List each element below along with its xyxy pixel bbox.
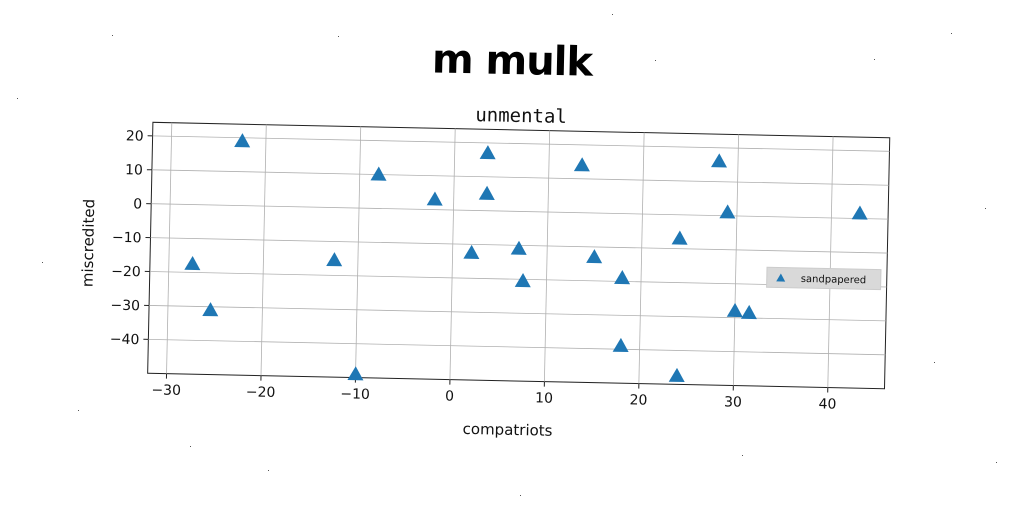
noise-dot	[951, 33, 952, 34]
x-tick-label: 30	[724, 394, 742, 410]
data-point-triangle	[586, 249, 603, 264]
noise-dot	[42, 262, 43, 263]
data-point-triangle	[740, 304, 757, 320]
noise-dot	[112, 35, 113, 36]
data-point-triangle	[463, 244, 480, 259]
legend: sandpapered	[766, 266, 882, 291]
axis-ticks: −30 −20 −10 0 10 20 30 40 20 10 0 −10 −20 −30 −40	[110, 128, 837, 412]
data-point-triangle	[514, 273, 531, 288]
x-gridline	[827, 136, 834, 388]
y-gridline	[149, 305, 886, 322]
y-tick-label: 10	[125, 162, 143, 178]
legend-box	[766, 266, 882, 291]
grid	[148, 122, 890, 388]
x-gridline	[732, 134, 739, 386]
data-point-triangle	[347, 366, 364, 381]
y-tick-label: −20	[111, 264, 141, 281]
y-gridline	[149, 271, 887, 288]
data-point-triangle	[851, 205, 868, 220]
y-axis-label: miscredited	[78, 199, 98, 288]
y-gridline	[151, 169, 889, 186]
y-tick-label: −10	[112, 230, 142, 247]
x-tick-label: −30	[151, 382, 181, 399]
x-gridline	[449, 128, 456, 380]
legend-marker-icon	[776, 273, 786, 282]
noise-dot	[742, 455, 743, 456]
x-gridline	[638, 132, 645, 384]
plot-area	[147, 121, 891, 390]
data-point-triangle	[426, 191, 443, 206]
noise-dot	[520, 495, 521, 496]
data-point-triangle	[668, 367, 685, 383]
data-point-triangle	[184, 255, 201, 271]
x-tick-label: 10	[535, 390, 553, 406]
noise-dot	[268, 470, 269, 471]
data-point-triangle	[510, 240, 527, 255]
data-point-triangle	[612, 337, 629, 353]
x-gridline	[355, 126, 362, 378]
data-point-triangle	[478, 185, 495, 200]
y-gridline	[148, 338, 886, 356]
noise-dot	[612, 14, 613, 15]
noise-dot	[338, 36, 339, 37]
y-gridline	[152, 135, 890, 152]
data-point-triangle	[726, 302, 743, 318]
x-tick-label: 0	[445, 389, 454, 405]
noise-dot	[996, 462, 997, 463]
y-tick-label: −30	[110, 298, 140, 315]
noise-dot	[655, 60, 656, 61]
noise-dot	[934, 362, 935, 363]
data-point-triangle	[711, 153, 728, 168]
x-gridline	[166, 122, 173, 374]
noise-dot	[17, 98, 18, 99]
legend-label: sandpapered	[801, 274, 867, 286]
data-point-triangle	[614, 270, 631, 285]
data-point-triangle	[202, 302, 219, 317]
noise-dot	[985, 208, 986, 209]
x-gridline	[544, 130, 551, 382]
chart-title: unmental	[475, 104, 567, 128]
data-point-triangle	[234, 133, 251, 148]
x-tick-label: −20	[246, 384, 276, 401]
noise-dot	[190, 446, 191, 447]
x-tick-label: 20	[629, 392, 647, 408]
data-point-triangle	[326, 252, 343, 267]
x-axis-label: compatriots	[462, 420, 552, 440]
data-point-triangle	[479, 145, 496, 160]
x-tick-label: −10	[340, 386, 370, 403]
data-point-triangle	[719, 204, 736, 219]
y-gridline	[151, 203, 889, 220]
data-point-triangle	[573, 157, 590, 172]
x-tick-label: 40	[818, 396, 836, 412]
noise-dot	[874, 59, 875, 60]
y-tick-label: −40	[110, 332, 140, 349]
data-point-triangle	[370, 166, 387, 181]
data-markers	[184, 133, 868, 383]
y-tick-label: 0	[133, 196, 142, 212]
data-point-triangle	[671, 230, 688, 245]
y-tick-label: 20	[126, 128, 144, 144]
x-gridline	[260, 124, 267, 376]
noise-dot	[78, 410, 79, 411]
